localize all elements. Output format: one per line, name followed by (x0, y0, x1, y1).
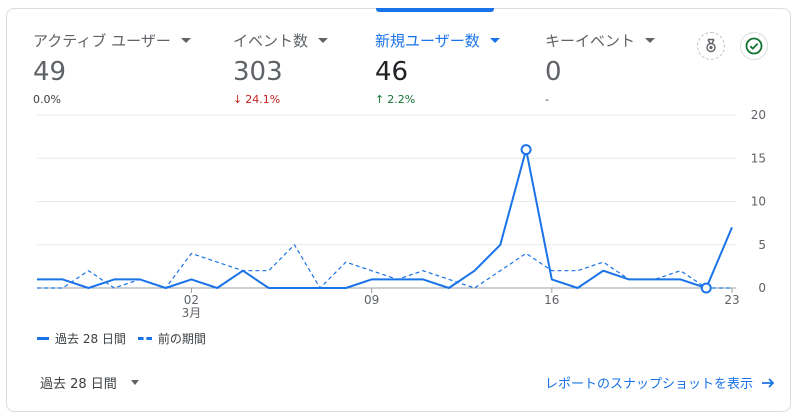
metric-label: アクティブ ユーザー (33, 32, 171, 50)
view-snapshot-link[interactable]: レポートのスナップショットを表示 (545, 373, 775, 392)
metric-change: 0.0% (33, 93, 61, 106)
legend-swatch-dashed (137, 337, 152, 340)
x-tick-label: 09 (364, 293, 379, 307)
x-tick-sublabel: 3月 (182, 306, 202, 320)
metric-value: 0 (545, 57, 562, 87)
arrow-right-icon (762, 377, 775, 388)
metric-active-users[interactable]: アクティブ ユーザー 49 0.0% (33, 30, 191, 106)
date-range-label: 過去 28 日間 (40, 377, 117, 392)
caret-down-icon[interactable] (180, 38, 191, 43)
x-tick-label: 23 (724, 293, 739, 307)
metric-change: - (545, 93, 549, 106)
caret-down-icon[interactable] (489, 38, 500, 43)
metric-value: 46 (375, 57, 409, 87)
caret-down-icon[interactable] (318, 38, 329, 43)
y-tick-label: 10 (751, 195, 766, 209)
metric-change: ↑ 2.2% (375, 93, 416, 106)
active-tab-indicator (376, 8, 494, 12)
view-snapshot-label: レポートのスナップショットを表示 (544, 377, 753, 392)
check-circle-icon[interactable] (740, 32, 768, 60)
series-point-marker (520, 144, 532, 156)
y-tick-label: 20 (751, 108, 766, 122)
metric-label: イベント数 (233, 32, 309, 50)
date-range-selector[interactable]: 過去 28 日間 (40, 373, 139, 392)
overview-card (6, 8, 791, 412)
legend-item-previous: 前の期間 (137, 330, 206, 347)
series-point-marker (700, 282, 712, 294)
metric-label: 新規ユーザー数 (375, 32, 480, 50)
award-badge-icon[interactable] (697, 32, 725, 60)
chart-legend: 過去 28 日間 前の期間 (37, 330, 210, 347)
caret-down-icon[interactable] (130, 380, 139, 385)
series-line-current (37, 148, 733, 289)
series-line-previous (37, 244, 732, 289)
legend-swatch-solid (37, 337, 49, 340)
caret-down-icon[interactable] (645, 38, 656, 43)
arrow-down-icon: ↓ (233, 93, 243, 106)
legend-item-current: 過去 28 日間 (37, 330, 126, 347)
y-tick-label: 0 (758, 281, 766, 295)
y-tick-label: 15 (751, 151, 766, 165)
metric-change: ↓ 24.1% (233, 93, 281, 106)
x-tick-label: 02 (184, 293, 199, 307)
metric-key-events[interactable]: キーイベント 0 - (545, 30, 656, 106)
metric-label: キーイベント (545, 32, 636, 50)
metric-new-users[interactable]: 新規ユーザー数 46 ↑ 2.2% (375, 30, 500, 106)
y-tick-label: 5 (758, 238, 766, 252)
metric-event-count[interactable]: イベント数 303 ↓ 24.1% (233, 30, 329, 106)
x-tick-label: 16 (544, 293, 559, 307)
arrow-up-icon: ↑ (375, 93, 385, 106)
metric-value: 303 (233, 57, 283, 87)
metric-value: 49 (33, 57, 67, 87)
